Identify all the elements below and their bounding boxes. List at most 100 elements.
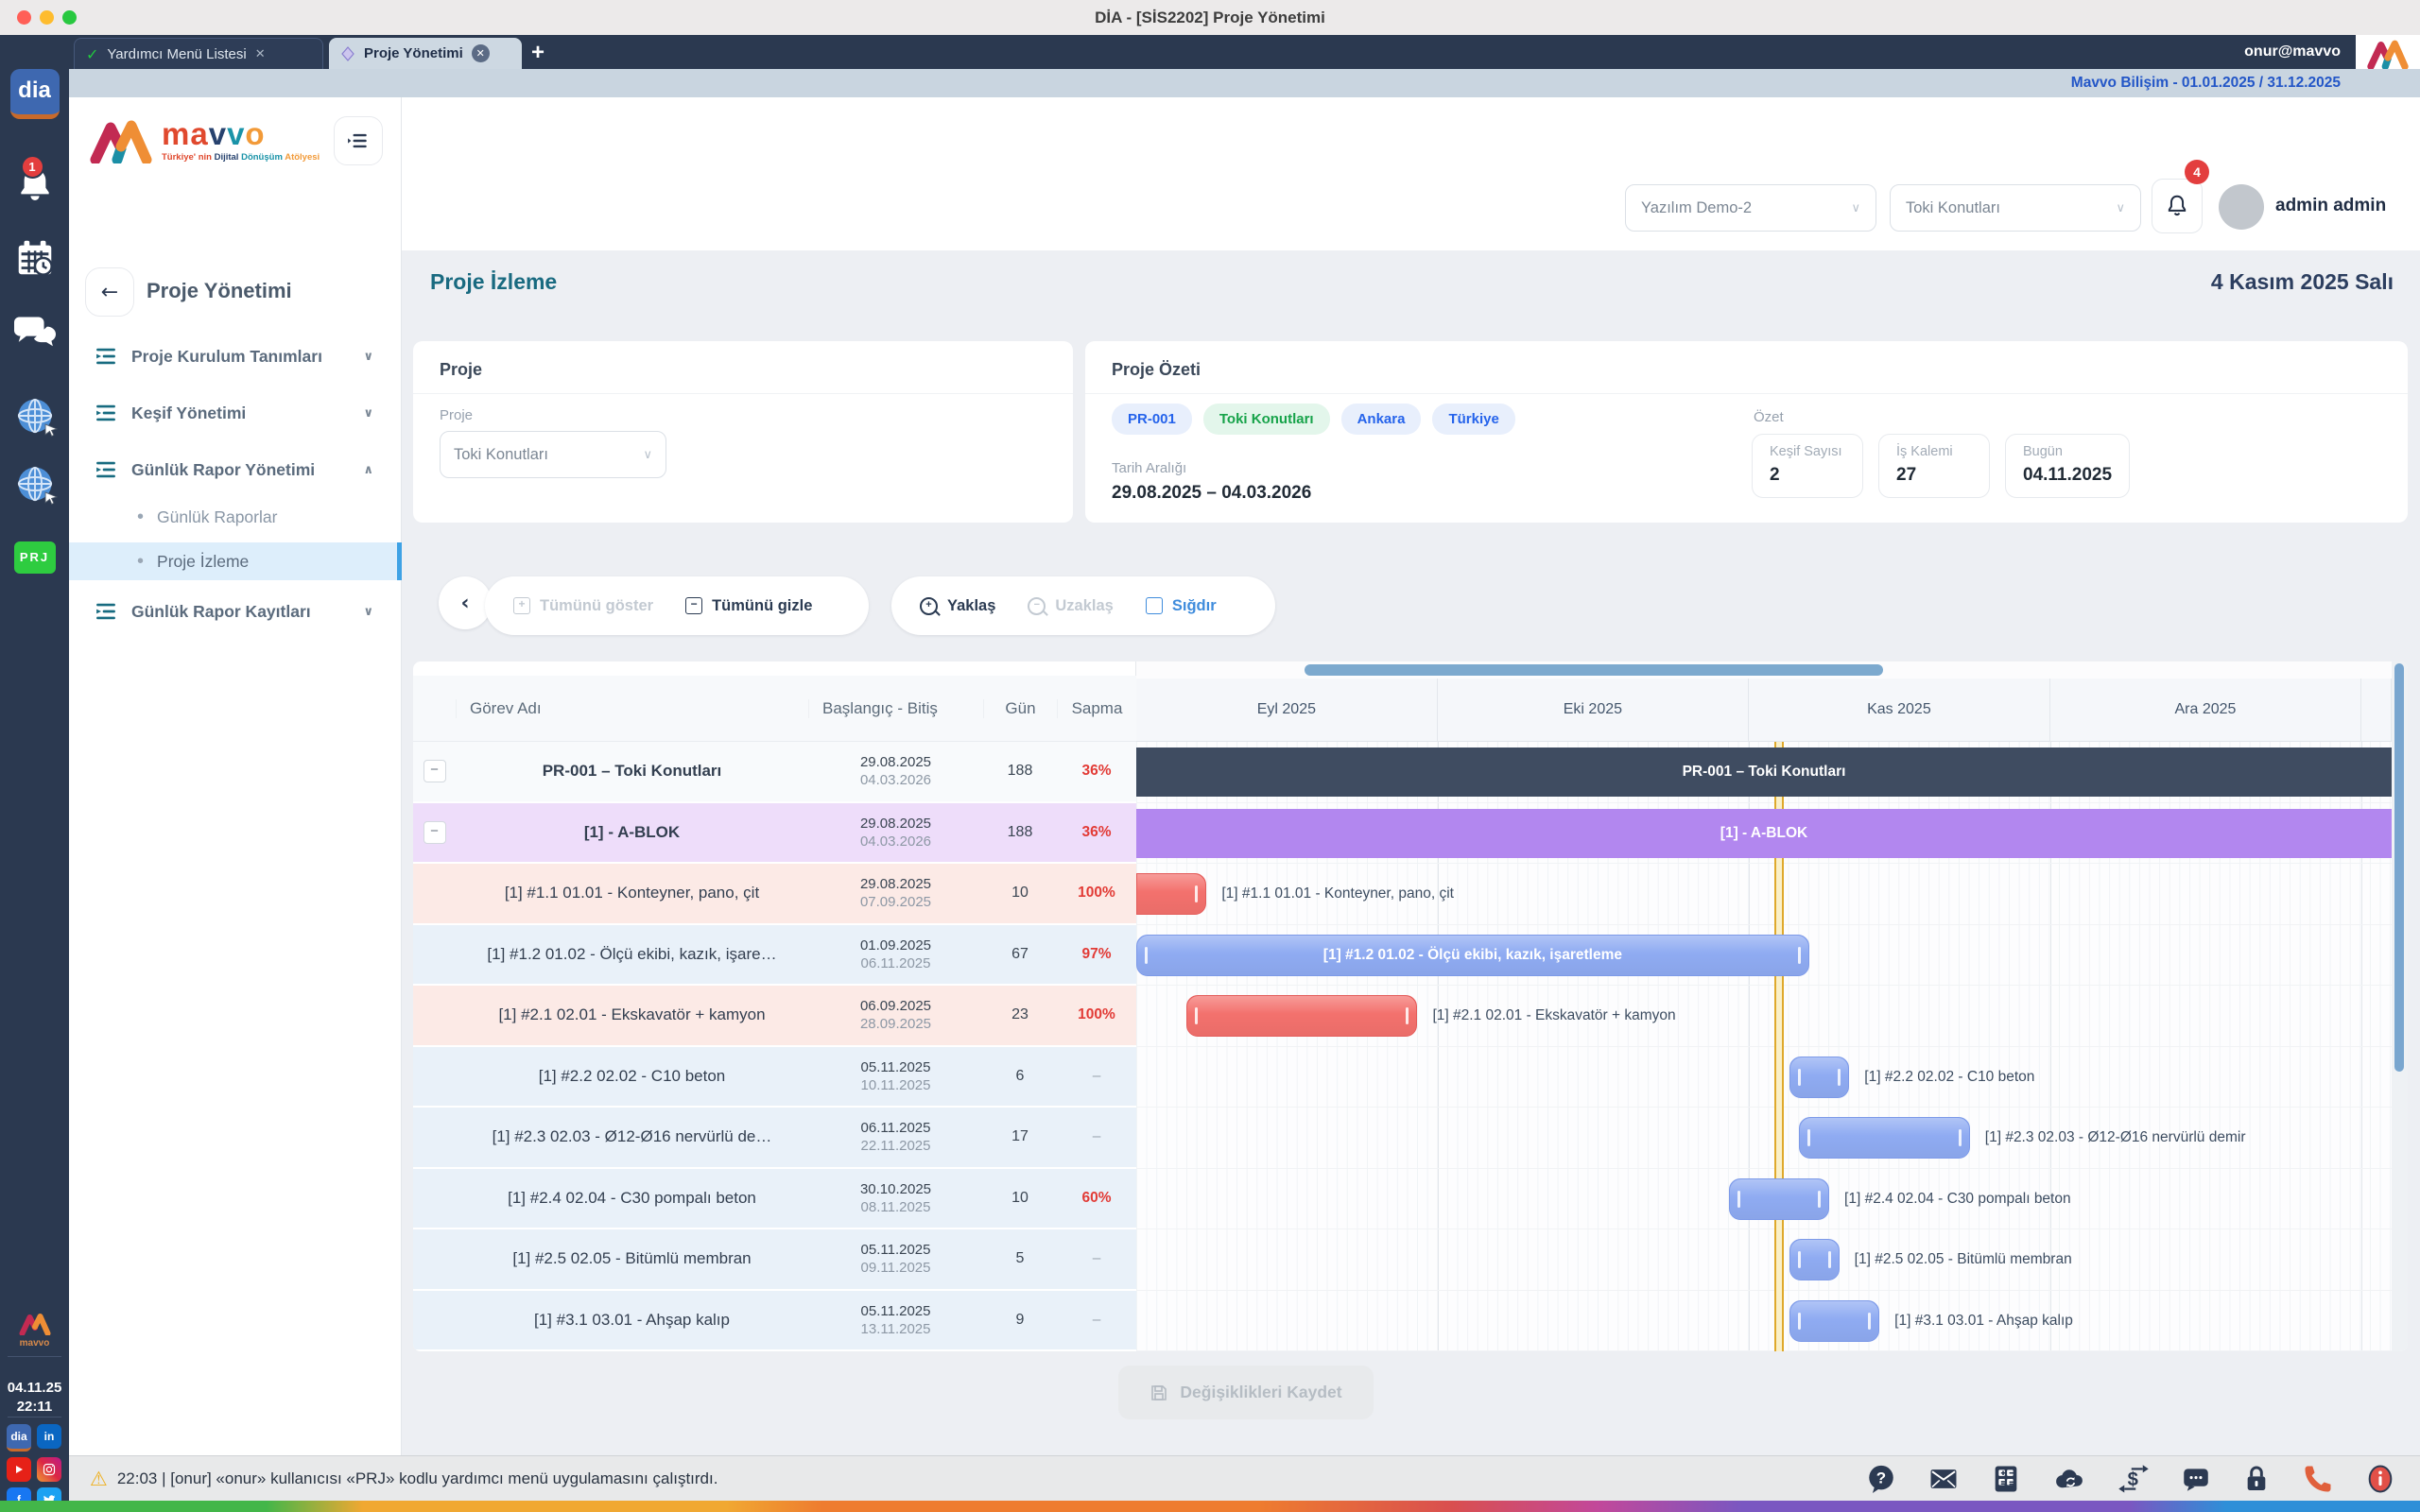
lock-icon[interactable]: [2241, 1462, 2272, 1496]
gantt-zoom-in-button[interactable]: + Yaklaş: [920, 596, 995, 615]
task-table-body: − PR-001 – Toki Konutları 29.08.2025 04.03.…: [413, 742, 1136, 1351]
avatar[interactable]: [2219, 184, 2264, 230]
collapse-panel-button[interactable]: ‹: [439, 576, 492, 629]
bar-resize-handle[interactable]: [1797, 946, 1801, 964]
bar-resize-handle[interactable]: [1145, 946, 1148, 964]
stat-value: 27: [1896, 465, 1917, 485]
bell-icon: [2168, 195, 2187, 216]
sidebar-item-gunluk-rapor-kayitlari[interactable]: Günlük Rapor Kayıtları ∨: [69, 591, 402, 632]
minimize-window-button[interactable]: [40, 10, 54, 25]
mail-icon[interactable]: [1927, 1463, 1961, 1495]
close-tab-icon[interactable]: ✕: [471, 44, 490, 62]
bar-resize-handle[interactable]: [1797, 1312, 1801, 1330]
bar-resize-handle[interactable]: [1958, 1129, 1962, 1146]
bar-resize-handle[interactable]: [1797, 1068, 1801, 1086]
collapse-all-button[interactable]: − Tümünü gizle: [685, 597, 812, 615]
table-row[interactable]: [1] #2.5 02.05 - Bitümlü membran 05.11.20…: [413, 1229, 1136, 1291]
instagram-icon[interactable]: [37, 1457, 61, 1482]
sidebar-item-proje-izleme[interactable]: • Proje İzleme: [69, 542, 402, 580]
phone-icon[interactable]: [2301, 1462, 2335, 1496]
notifications-button[interactable]: [2152, 179, 2203, 233]
gantt-bar[interactable]: [1186, 995, 1418, 1037]
youtube-icon[interactable]: [7, 1457, 31, 1482]
sidebar-item-gunluk-raporlar[interactable]: • Günlük Raporlar: [69, 498, 402, 536]
table-row[interactable]: [1] #1.1 01.01 - Konteyner, pano, çit 29.…: [413, 864, 1136, 925]
table-row[interactable]: [1] #1.2 01.02 - Ölçü ekibi, kazık, işar…: [413, 924, 1136, 986]
license-text: Mavvo Bilişim - 01.01.2025 / 31.12.2025: [2070, 75, 2341, 91]
calculator-icon[interactable]: [1990, 1463, 2022, 1495]
zoom-window-button[interactable]: [62, 10, 77, 25]
vertical-scrollbar-thumb[interactable]: [2394, 663, 2404, 1072]
bar-resize-handle[interactable]: [1797, 1251, 1801, 1268]
task-deviation: 100%: [1078, 885, 1115, 902]
submenu-label: Proje İzleme: [157, 551, 250, 571]
dia-logo[interactable]: dia: [0, 69, 69, 119]
table-row[interactable]: [1] #2.2 02.02 - C10 beton 05.11.2025 10.1…: [413, 1046, 1136, 1108]
bar-resize-handle[interactable]: [1818, 1190, 1822, 1208]
gantt-row: [1] #2.2 02.02 - C10 beton: [1136, 1047, 2392, 1108]
table-row[interactable]: [1] #2.1 02.01 - Ekskavatör + kamyon 06.0…: [413, 986, 1136, 1047]
currency-exchange-icon[interactable]: $: [2117, 1462, 2151, 1496]
bar-resize-handle[interactable]: [1195, 885, 1199, 902]
sidebar-item-gunluk-rapor-yonetimi[interactable]: Günlük Rapor Yönetimi ∧: [69, 449, 402, 490]
new-tab-button[interactable]: +: [531, 40, 545, 65]
gantt-bar[interactable]: [1789, 1239, 1840, 1280]
cloud-sync-icon[interactable]: [2051, 1463, 2087, 1495]
table-row[interactable]: [1] #2.4 02.04 - C30 pompalı beton 30.10.…: [413, 1168, 1136, 1229]
table-row[interactable]: [1] #2.3 02.03 - Ø12-Ø16 nervürlü de… 06.…: [413, 1108, 1136, 1169]
tab-proje-yonetimi[interactable]: Proje Yönetimi ✕: [329, 38, 522, 69]
save-changes-button[interactable]: Değişiklikleri Kaydet: [1118, 1366, 1374, 1419]
sidebar-item-proje-kurulum[interactable]: Proje Kurulum Tanımları ∨: [69, 335, 402, 377]
notifications-button[interactable]: 1: [0, 155, 69, 211]
bar-resize-handle[interactable]: [1868, 1312, 1872, 1330]
chevron-down-icon: ∨: [363, 349, 373, 364]
bar-resize-handle[interactable]: [1827, 1251, 1831, 1268]
gantt-bar[interactable]: [1728, 1177, 1830, 1220]
help-icon[interactable]: ?: [1865, 1463, 1897, 1495]
table-row[interactable]: [1] #3.1 03.01 - Ahşap kalıp 05.11.2025 13…: [413, 1290, 1136, 1351]
zoom-out-label: Uzaklaş: [1055, 596, 1114, 614]
gantt-bar[interactable]: [1799, 1117, 1970, 1159]
gantt-bar[interactable]: [1] #1.2 01.02 - Ölçü ekibi, kazık, işar…: [1136, 934, 1809, 976]
table-row[interactable]: − PR-001 – Toki Konutları 29.08.2025 04.03.…: [413, 742, 1136, 803]
sidebar-item-kesif-yonetimi[interactable]: Keşif Yönetimi ∨: [69, 392, 402, 434]
panel-title: Proje: [440, 360, 483, 379]
chat-status-icon[interactable]: [2180, 1463, 2212, 1495]
bar-resize-handle[interactable]: [1195, 1007, 1199, 1024]
remote-session-button-1[interactable]: [0, 396, 69, 437]
prj-app-button[interactable]: PRJ: [0, 541, 69, 574]
remote-session-button-2[interactable]: [0, 464, 69, 505]
dock: dia 1 PRJ: [0, 35, 69, 1512]
dia-social-icon[interactable]: dia: [7, 1424, 31, 1452]
bar-resize-handle[interactable]: [1737, 1190, 1740, 1208]
gantt-bar[interactable]: [1136, 873, 1207, 915]
month-gridline: [1437, 742, 1439, 1351]
collapse-row-button[interactable]: −: [423, 760, 446, 783]
info-icon[interactable]: [2364, 1462, 2396, 1496]
tab-yardimci-menu-listesi[interactable]: ✓ Yardımcı Menü Listesi ✕: [74, 38, 323, 69]
linkedin-icon[interactable]: in: [37, 1424, 61, 1449]
back-button[interactable]: ←: [85, 267, 134, 317]
gantt-bar[interactable]: [1] - A-BLOK: [1136, 808, 2392, 858]
expand-all-button[interactable]: + Tümünü göster: [513, 597, 653, 615]
org-select[interactable]: Yazılım Demo-2 ∨: [1625, 184, 1876, 232]
gantt-zoom-out-button[interactable]: − Uzaklaş: [1028, 596, 1114, 615]
calendar-button[interactable]: [0, 236, 69, 280]
gantt-bar[interactable]: [1789, 1056, 1850, 1098]
sidebar-collapse-button[interactable]: [334, 116, 383, 165]
bar-resize-handle[interactable]: [1807, 1129, 1811, 1146]
bar-resize-handle[interactable]: [1838, 1068, 1841, 1086]
fit-button[interactable]: Sığdır: [1145, 597, 1217, 615]
table-row[interactable]: − [1] - A-BLOK 29.08.2025 04.03.2026 188 36%: [413, 802, 1136, 864]
bar-resize-handle[interactable]: [1406, 1007, 1409, 1024]
horizontal-scrollbar-thumb[interactable]: [1305, 664, 1883, 676]
project-select[interactable]: Toki Konutları ∨: [1890, 184, 2141, 232]
chat-button[interactable]: [0, 312, 69, 353]
project-dropdown[interactable]: Toki Konutları ∨: [440, 431, 666, 478]
collapse-row-button[interactable]: −: [423, 820, 446, 844]
close-tab-icon[interactable]: ✕: [254, 46, 266, 61]
gantt-bar[interactable]: [1789, 1299, 1880, 1342]
month-gridline: [1749, 742, 1751, 1351]
gantt-bar[interactable]: PR-001 – Toki Konutları: [1136, 747, 2392, 797]
close-window-button[interactable]: [17, 10, 31, 25]
